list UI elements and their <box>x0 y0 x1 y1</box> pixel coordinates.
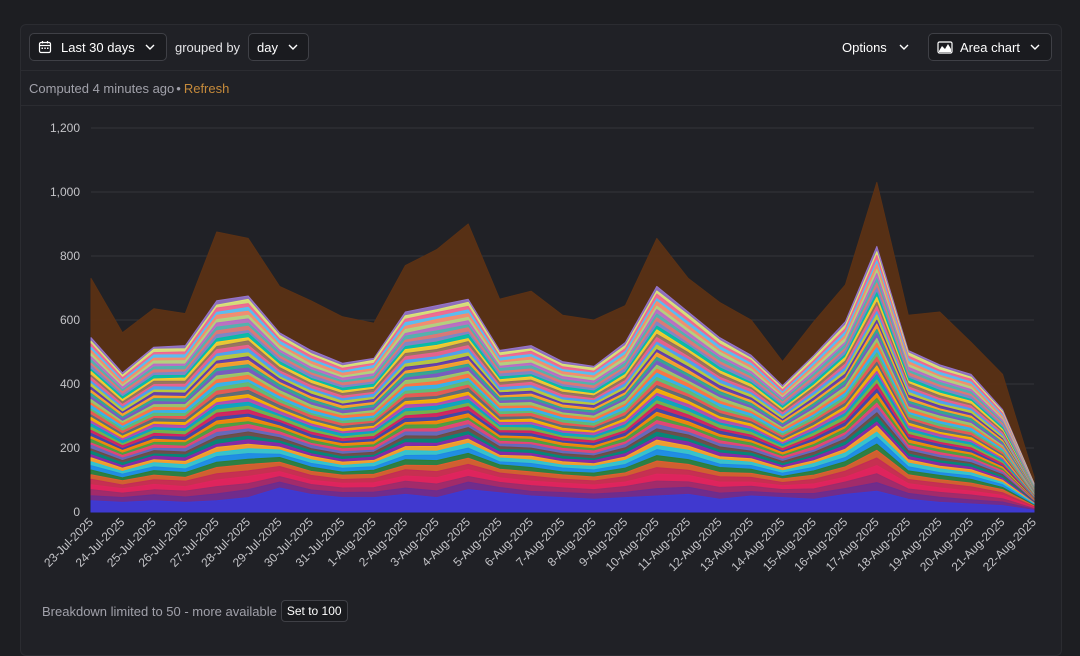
refresh-link[interactable]: Refresh <box>183 80 230 96</box>
interval-button[interactable]: day <box>248 33 309 61</box>
y-tick-label: 800 <box>60 249 80 263</box>
y-tick-label: 1,200 <box>50 121 80 135</box>
area-chart-icon <box>937 40 953 54</box>
computed-time-text: Computed 4 minutes ago <box>29 80 175 96</box>
chart-type-label: Area chart <box>960 39 1020 55</box>
set-to-100-button[interactable]: Set to 100 <box>280 600 348 622</box>
chevron-down-icon <box>145 44 155 50</box>
date-range-button[interactable]: Last 30 days <box>29 33 167 61</box>
y-tick-label: 0 <box>73 505 80 519</box>
toolbar: Last 30 days grouped by day Options Area… <box>21 25 1061 71</box>
computed-status-bar: Computed 4 minutes ago • Refresh <box>21 71 1061 106</box>
breakdown-limit-text: Breakdown limited to 50 - more available <box>42 603 277 619</box>
chevron-down-icon <box>899 44 909 50</box>
area-series <box>90 487 1035 513</box>
y-tick-label: 200 <box>60 441 80 455</box>
breakdown-footer: Breakdown limited to 50 - more available… <box>42 600 348 622</box>
chevron-down-icon <box>288 44 298 50</box>
grouped-by-label: grouped by <box>175 39 241 55</box>
separator-dot: • <box>176 80 181 96</box>
options-label: Options <box>842 39 887 55</box>
chart-type-button[interactable]: Area chart <box>928 33 1052 61</box>
y-tick-label: 1,000 <box>50 185 80 199</box>
options-button[interactable]: Options <box>842 33 909 61</box>
y-tick-label: 600 <box>60 313 80 327</box>
interval-label: day <box>257 39 278 55</box>
chevron-down-icon <box>1030 44 1040 50</box>
date-range-label: Last 30 days <box>61 39 135 55</box>
stacked-area-chart: 02004006008001,0001,20023-Jul-202524-Jul… <box>41 121 1039 574</box>
calendar-icon <box>38 41 52 54</box>
y-tick-label: 400 <box>60 377 80 391</box>
